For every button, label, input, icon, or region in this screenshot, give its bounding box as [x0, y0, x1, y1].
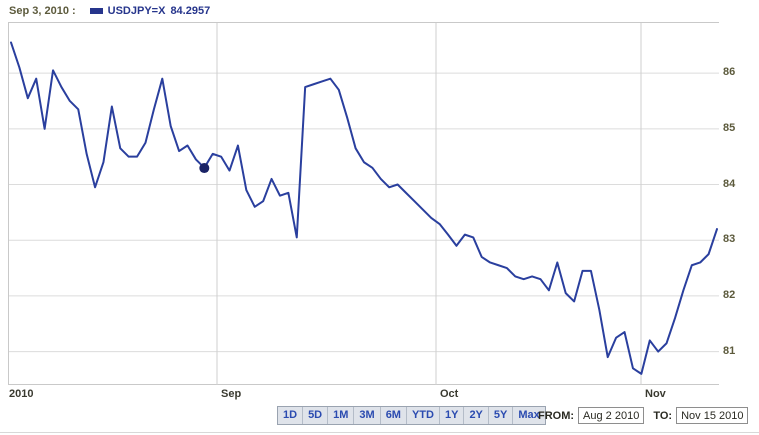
x-axis-tick-2010: 2010 — [9, 388, 34, 400]
hover-marker-dot — [199, 163, 210, 174]
plot-area[interactable] — [8, 22, 719, 385]
from-label: FROM: — [538, 409, 575, 422]
price-line — [10, 41, 718, 375]
range-button-1m[interactable]: 1M — [328, 407, 355, 424]
range-button-1d[interactable]: 1D — [278, 407, 304, 424]
vertical-gridlines — [216, 23, 642, 385]
price-line-chart — [9, 23, 719, 385]
range-button-1y[interactable]: 1Y — [439, 407, 465, 424]
legend-series-name: USDJPY=X — [107, 5, 166, 17]
range-button-2y[interactable]: 2Y — [464, 407, 489, 424]
hover-date-label: Sep 3, 2010 : — [9, 5, 76, 17]
y-axis-tick-85: 85 — [723, 121, 736, 134]
y-axis-labels: 86 85 84 83 82 81 — [723, 22, 759, 385]
range-button-6m[interactable]: 6M — [380, 407, 407, 424]
x-axis-labels: 2010 Sep Oct Nov — [0, 388, 759, 404]
chart-controls: 1D 5D 1M 3M 6M YTD 1Y 2Y 5Y Max FROM: Aug 2 2010 … — [0, 406, 759, 428]
y-axis-tick-81: 81 — [723, 344, 736, 357]
from-date-input[interactable]: Aug 2 2010 — [578, 407, 645, 424]
to-label: TO: — [653, 409, 673, 422]
chart-header: Sep 3, 2010 : USDJPY=X 84.2957 — [0, 0, 759, 22]
legend-series-value: 84.2957 — [170, 5, 211, 17]
y-axis-tick-84: 84 — [723, 177, 736, 190]
range-button-5y[interactable]: 5Y — [488, 407, 514, 424]
range-button-max[interactable]: Max — [513, 407, 545, 424]
range-button-ytd[interactable]: YTD — [406, 407, 440, 424]
date-range-group: FROM: Aug 2 2010 TO: Nov 15 2010 — [538, 406, 749, 425]
y-axis-tick-82: 82 — [723, 288, 736, 301]
x-axis-tick-oct: Oct — [440, 388, 459, 400]
horizontal-gridlines — [9, 72, 719, 353]
range-button-5d[interactable]: 5D — [303, 407, 329, 424]
bottom-divider — [0, 432, 759, 433]
legend: USDJPY=X 84.2957 — [89, 5, 211, 17]
range-button-3m[interactable]: 3M — [354, 407, 381, 424]
y-axis-tick-86: 86 — [723, 66, 736, 79]
x-axis-tick-sep: Sep — [221, 388, 242, 400]
x-axis-tick-nov: Nov — [645, 388, 666, 400]
to-date-input[interactable]: Nov 15 2010 — [676, 407, 749, 424]
y-axis-tick-83: 83 — [723, 233, 736, 246]
range-selector-group[interactable]: 1D 5D 1M 3M 6M YTD 1Y 2Y 5Y Max — [277, 406, 546, 425]
legend-swatch-icon — [89, 8, 103, 14]
